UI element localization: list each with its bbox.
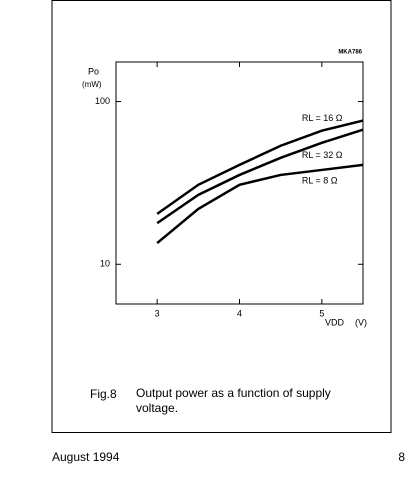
caption: Output power as a function of supply vol… (136, 386, 331, 415)
series-line (156, 119, 364, 215)
x-tick-label: 3 (155, 308, 160, 318)
footer-date: August 1994 (52, 450, 120, 464)
page-number: 8 (398, 450, 405, 464)
y-axis-label: Po (88, 66, 99, 76)
caption-label: Fig.8 (90, 387, 117, 401)
y-tick-label: 100 (95, 96, 110, 106)
caption-box: Output power as a function of supply vol… (136, 386, 331, 415)
x-tick-label: 5 (319, 308, 324, 318)
series-line (156, 163, 364, 245)
y-axis-unit: (mW) (82, 80, 102, 89)
x-axis-unit: (V) (355, 317, 367, 327)
figure-id: MKA786 (338, 50, 362, 56)
series-label: RL = 8 Ω (302, 175, 338, 185)
x-tick-label: 4 (237, 308, 242, 318)
series-label: RL = 32 Ω (302, 150, 343, 160)
series-label: RL = 16 Ω (302, 113, 343, 123)
figure-frame (51, 0, 392, 433)
x-axis-label: VDD (325, 317, 345, 327)
series-line (156, 128, 364, 225)
y-tick-label: 10 (100, 259, 110, 269)
